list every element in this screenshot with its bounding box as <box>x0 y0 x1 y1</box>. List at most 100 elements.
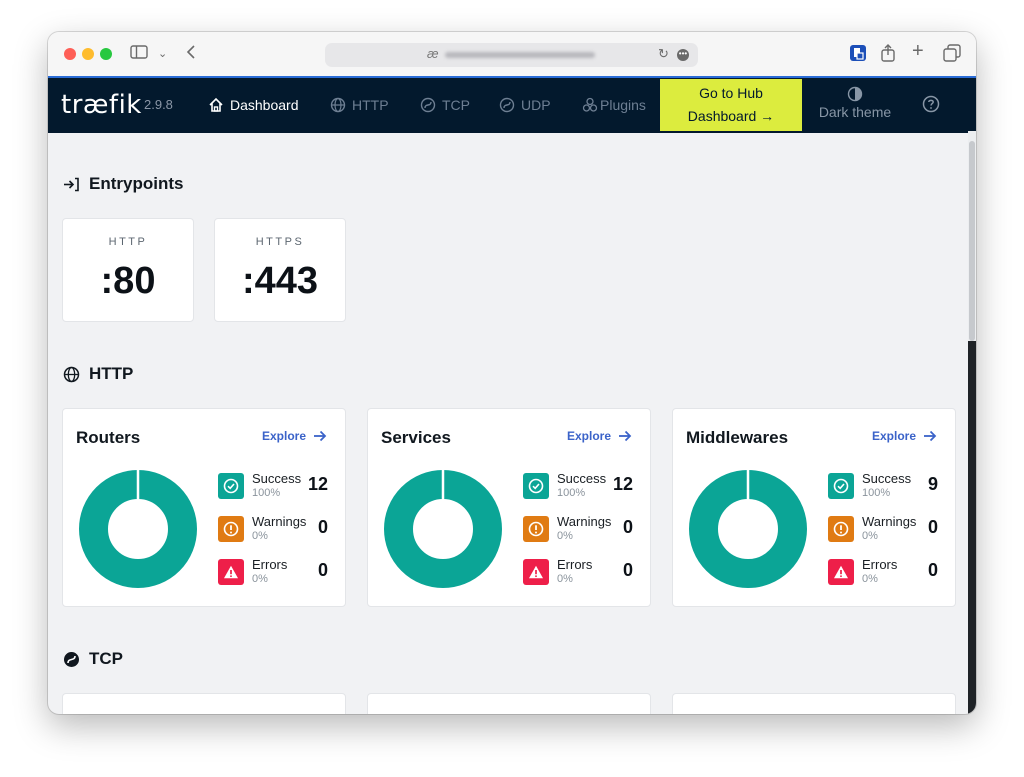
warnings-label: Warnings <box>252 514 307 529</box>
status-donut-chart <box>689 469 807 588</box>
tabs-overview-icon[interactable] <box>943 44 961 68</box>
entrypoint-name: HTTP <box>108 236 148 248</box>
entrypoint-port: :443 <box>241 260 319 302</box>
success-label: Success <box>862 471 912 486</box>
check-circle-icon <box>833 478 849 494</box>
errors-row[interactable]: Errors 0% 0 <box>523 557 635 587</box>
plugins-icon <box>582 97 598 112</box>
status-donut-chart <box>79 469 197 588</box>
success-row[interactable]: Success 100% 12 <box>218 471 330 501</box>
http-section-title: HTTP <box>63 364 133 384</box>
version-label: 2.9.8 <box>144 97 173 112</box>
error-triangle-icon <box>834 565 848 579</box>
globe-icon <box>63 366 80 382</box>
tcp-heading: TCP <box>89 649 123 668</box>
success-badge <box>523 473 549 499</box>
errors-percent: 0% <box>252 573 268 585</box>
warnings-count: 0 <box>317 517 328 537</box>
error-badge <box>828 559 854 585</box>
arrow-right-icon <box>314 430 327 442</box>
nav-http-label: HTTP <box>352 97 389 113</box>
success-percent: 100% <box>862 487 891 499</box>
sidebar-toggle-icon[interactable] <box>130 44 148 66</box>
tcp-middlewares-card <box>672 693 956 714</box>
browser-window: ⌄ æ ↻ ••• + træfik 2.9.8 Dashboard <box>48 32 976 714</box>
success-percent: 100% <box>252 487 281 499</box>
warnings-percent: 0% <box>252 530 268 542</box>
dark-theme-toggle[interactable]: Dark theme <box>808 82 902 120</box>
success-row[interactable]: Success 100% 12 <box>523 471 635 501</box>
nav-plugins-label: Plugins <box>600 97 646 113</box>
nav-http[interactable]: HTTP <box>330 95 389 115</box>
nav-tcp[interactable]: TCP <box>420 95 470 115</box>
warning-circle-icon <box>223 521 239 537</box>
http-heading: HTTP <box>89 364 134 383</box>
zoom-window-button[interactable] <box>100 48 112 60</box>
browser-toolbar: ⌄ æ ↻ ••• + <box>48 32 976 77</box>
warnings-label: Warnings <box>862 514 917 529</box>
reload-icon[interactable]: ↻ <box>658 46 669 61</box>
address-bar[interactable]: æ ↻ ••• <box>325 43 698 67</box>
url-text-blurred <box>445 52 595 58</box>
hub-button-line1: Go to Hub <box>699 85 763 101</box>
minimize-window-button[interactable] <box>82 48 94 60</box>
card-title: Middlewares <box>686 428 789 447</box>
new-tab-icon[interactable]: + <box>912 40 924 62</box>
hub-button-line2: Dashboard → <box>687 108 775 124</box>
tcp-icon <box>420 97 436 113</box>
errors-count: 0 <box>317 560 328 580</box>
more-icon[interactable]: ••• <box>677 49 689 61</box>
errors-label: Errors <box>557 557 593 572</box>
entrypoint-card-https[interactable]: HTTPS :443 <box>214 218 346 322</box>
success-row[interactable]: Success 100% 9 <box>828 471 940 501</box>
errors-count: 0 <box>927 560 938 580</box>
udp-icon <box>499 97 515 113</box>
check-circle-icon <box>223 478 239 494</box>
help-icon[interactable] <box>922 95 940 113</box>
nav-dashboard[interactable]: Dashboard <box>208 95 299 115</box>
warnings-count: 0 <box>622 517 633 537</box>
warnings-count: 0 <box>927 517 938 537</box>
errors-row[interactable]: Errors 0% 0 <box>218 557 330 587</box>
site-icon: æ <box>427 46 439 61</box>
chevron-down-icon[interactable]: ⌄ <box>158 48 168 60</box>
errors-percent: 0% <box>557 573 573 585</box>
explore-label: Explore <box>871 429 916 443</box>
explore-services-link[interactable]: Explore <box>567 429 632 443</box>
explore-label: Explore <box>566 429 611 443</box>
errors-count: 0 <box>622 560 633 580</box>
status-donut-chart <box>384 469 502 588</box>
share-icon[interactable] <box>880 44 896 68</box>
error-badge <box>218 559 244 585</box>
errors-label: Errors <box>252 557 288 572</box>
entrypoint-icon <box>64 177 79 191</box>
explore-routers-link[interactable]: Explore <box>262 429 327 443</box>
explore-middlewares-link[interactable]: Explore <box>872 429 937 443</box>
tcp-services-card <box>367 693 651 714</box>
warning-badge <box>523 516 549 542</box>
traefik-logo[interactable]: træfik <box>61 90 142 120</box>
scrollbar-thumb[interactable] <box>969 141 975 341</box>
warning-circle-icon <box>528 521 544 537</box>
warnings-row[interactable]: Warnings 0% 0 <box>828 514 940 544</box>
warnings-row[interactable]: Warnings 0% 0 <box>523 514 635 544</box>
close-window-button[interactable] <box>64 48 76 60</box>
warnings-percent: 0% <box>862 530 878 542</box>
scrollbar-lower-track <box>968 341 976 714</box>
warning-circle-icon <box>833 521 849 537</box>
tcp-section-title: TCP <box>63 649 123 669</box>
extension-icon[interactable] <box>849 44 867 68</box>
entrypoint-port: :80 <box>100 260 156 302</box>
entrypoints-section-title: Entrypoints <box>63 174 183 194</box>
success-label: Success <box>557 471 607 486</box>
warnings-label: Warnings <box>557 514 612 529</box>
nav-udp-label: UDP <box>521 97 551 113</box>
errors-row[interactable]: Errors 0% 0 <box>828 557 940 587</box>
nav-plugins[interactable]: Plugins <box>582 95 646 115</box>
go-to-hub-button[interactable]: Go to Hub Dashboard → <box>660 79 802 131</box>
entrypoint-card-http[interactable]: HTTP :80 <box>62 218 194 322</box>
services-card: Services Explore Success 100% 12 Warning… <box>367 408 651 607</box>
back-icon[interactable] <box>185 44 197 66</box>
nav-udp[interactable]: UDP <box>499 95 551 115</box>
warnings-row[interactable]: Warnings 0% 0 <box>218 514 330 544</box>
